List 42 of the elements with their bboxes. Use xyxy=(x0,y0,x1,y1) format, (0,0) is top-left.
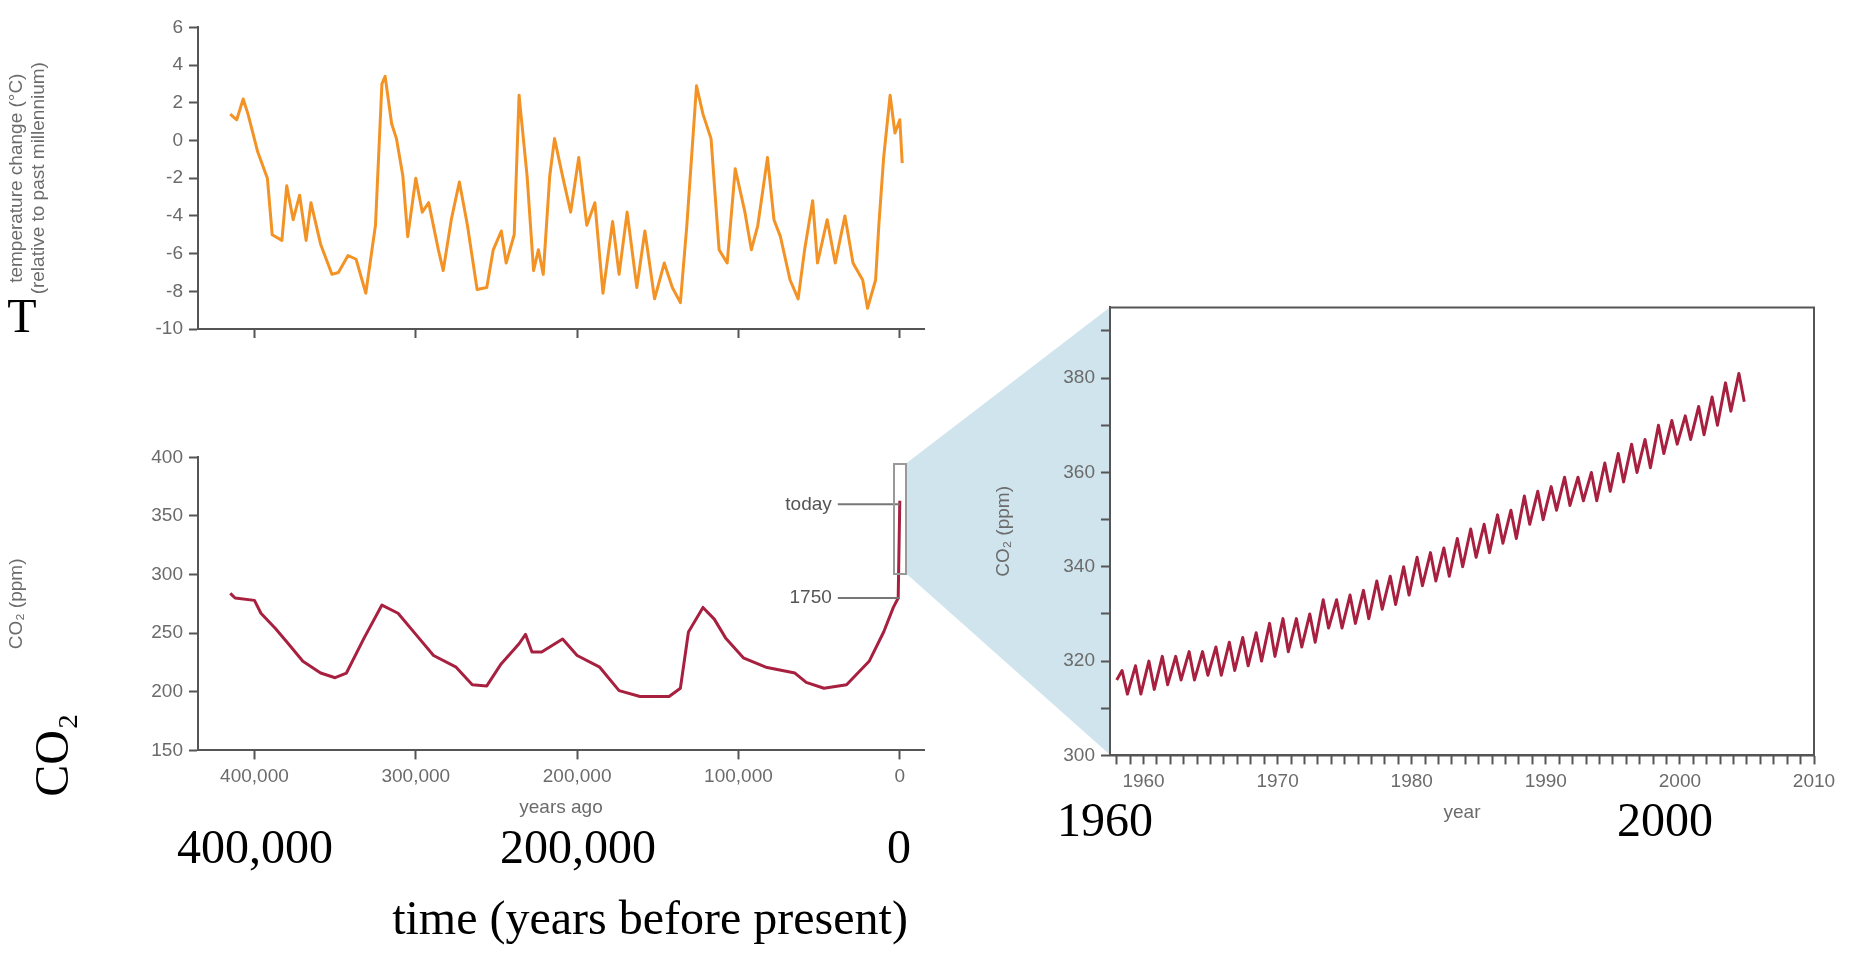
text: 200,000 xyxy=(500,820,656,873)
y-tick-label: 340 xyxy=(1063,555,1095,576)
y-tick-label: 250 xyxy=(151,621,183,643)
y-axis-title: CO₂ (ppm) xyxy=(4,558,26,650)
annotation: 1750 xyxy=(789,586,832,608)
y-tick-label: 300 xyxy=(151,562,183,584)
x-tick-label: 0 xyxy=(894,765,906,787)
y-tick-label: 6 xyxy=(172,15,183,37)
y-tick-label: 200 xyxy=(151,680,183,702)
y-tick-label: 350 xyxy=(151,504,183,526)
y-tick-label: -4 xyxy=(166,204,184,226)
y-tick-label: 300 xyxy=(1063,743,1095,765)
y-tick-label: -2 xyxy=(166,166,183,188)
x-tick-label: 300,000 xyxy=(381,765,451,787)
y-tick-label: 4 xyxy=(172,53,184,75)
x-tick-label: 2010 xyxy=(1792,770,1836,792)
y-tick-label: 400 xyxy=(151,445,183,467)
text: time (years before present) xyxy=(392,891,908,944)
text: CO₂ xyxy=(25,713,78,797)
annotation: today xyxy=(785,492,833,514)
x-tick-label: 2000 xyxy=(1658,770,1702,792)
y-tick-label: 380 xyxy=(1063,366,1095,388)
y-tick-label: 320 xyxy=(1063,649,1095,671)
x-tick-label: 100,000 xyxy=(704,765,773,787)
x-axis-title: years ago xyxy=(519,795,603,817)
text: 400,000 xyxy=(177,820,333,873)
y-tick-label: 0 xyxy=(172,128,183,150)
x-tick-label: 200,000 xyxy=(542,765,612,787)
x-tick-label: 1980 xyxy=(1390,770,1433,792)
x-axis-title: year xyxy=(1443,800,1482,822)
x-tick-label: 400,000 xyxy=(220,765,289,787)
x-tick-label: 1960 xyxy=(1122,770,1165,792)
text: 0 xyxy=(887,820,911,873)
y-tick-label: -10 xyxy=(155,317,183,339)
x-tick-label: 1990 xyxy=(1524,770,1567,792)
y-tick-label: 360 xyxy=(1063,460,1095,482)
y-tick-label: -8 xyxy=(166,279,183,301)
x-tick-label: 1970 xyxy=(1256,770,1299,792)
y-tick-label: -6 xyxy=(166,241,183,263)
y-axis-title: CO₂ (ppm) xyxy=(991,486,1013,577)
y-tick-label: 2 xyxy=(172,91,183,113)
y-tick-label: 150 xyxy=(151,738,183,760)
